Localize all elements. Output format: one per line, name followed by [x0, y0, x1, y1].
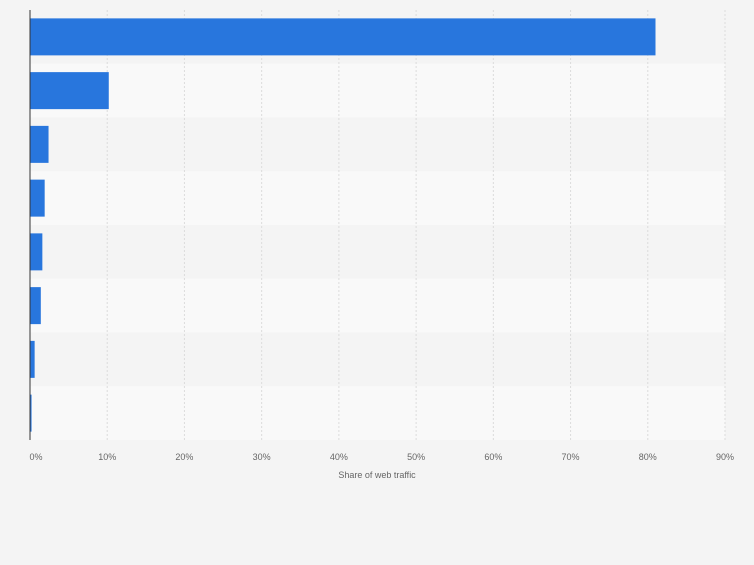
bar-6: [30, 287, 41, 325]
row-band-4: [30, 171, 725, 225]
x-tick-label: 20%: [175, 452, 193, 462]
x-tick-label: 40%: [330, 452, 348, 462]
x-tick-label: 90%: [716, 452, 734, 462]
row-band-2: [30, 63, 725, 118]
row-band-5: [30, 225, 725, 279]
x-tick-labels: 0% 10% 20% 30% 40% 50% 60% 70% 80% 90%: [29, 452, 734, 462]
row-band-7: [30, 332, 725, 387]
bar-2: [30, 72, 109, 110]
x-tick-label: 10%: [98, 452, 116, 462]
row-band-3: [30, 117, 725, 172]
x-tick-label: 0%: [29, 452, 42, 462]
bar-3: [30, 125, 49, 163]
bar-1: [30, 18, 656, 56]
row-band-8: [30, 386, 725, 440]
x-tick-label: 50%: [407, 452, 425, 462]
x-axis-label: Share of web traffic: [338, 470, 416, 480]
x-tick-label: 30%: [253, 452, 271, 462]
bar-7: [30, 340, 35, 378]
x-tick-label: 80%: [639, 452, 657, 462]
bar-8: [30, 394, 32, 432]
bars: [30, 18, 656, 432]
row-bands: [30, 10, 725, 440]
x-tick-label: 70%: [562, 452, 580, 462]
bar-5: [30, 233, 43, 271]
x-tick-label: 60%: [484, 452, 502, 462]
bar-4: [30, 179, 45, 217]
row-band-6: [30, 278, 725, 333]
